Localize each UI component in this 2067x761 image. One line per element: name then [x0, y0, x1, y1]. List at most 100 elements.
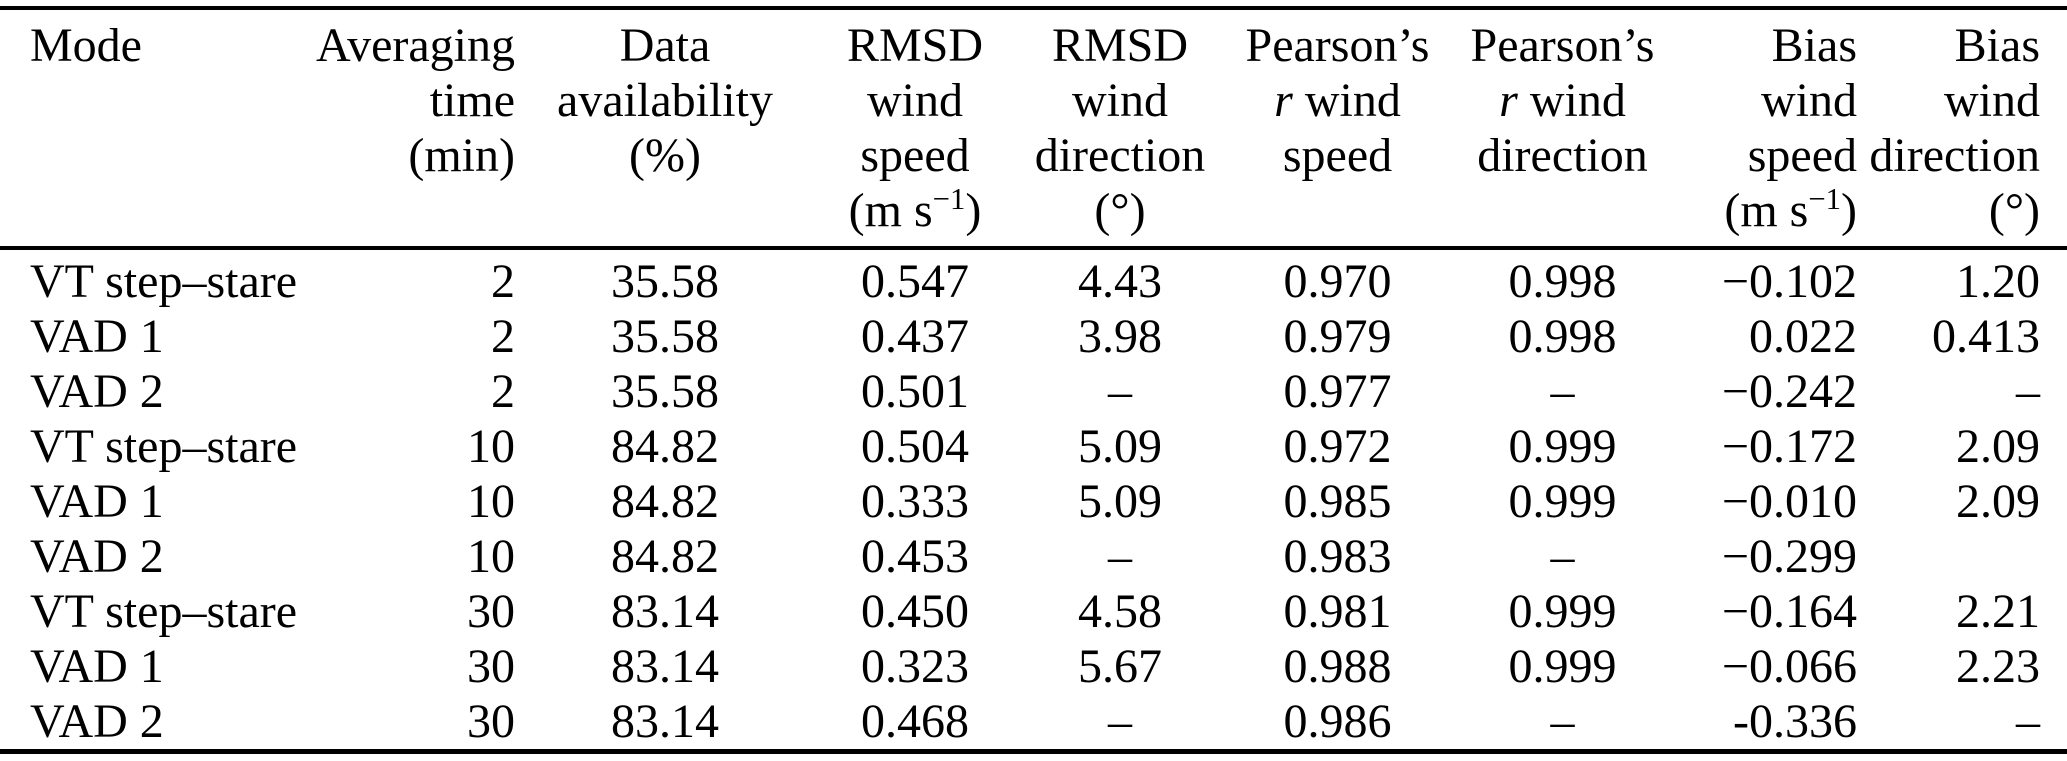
cell-data-availability: 83.14 — [611, 640, 719, 693]
header-line: Pearson’s — [1225, 18, 1450, 73]
cell-averaging-time: 2 — [491, 310, 515, 363]
cell-pearsons-r-wind-speed: 0.977 — [1283, 365, 1392, 418]
header-mode: Mode — [0, 8, 300, 248]
header-text: time — [429, 74, 515, 127]
header-text: wind — [1292, 74, 1401, 127]
header-pearsons-r-wind-speed: Pearson’s r wind speed — [1225, 8, 1450, 248]
header-text: (m s — [848, 184, 933, 237]
cell-pearsons-r-wind-speed: 0.981 — [1283, 585, 1392, 638]
header-text: wind — [1944, 74, 2040, 127]
header-line: availability — [515, 73, 815, 128]
cell-pearsons-r-wind-direction: – — [1550, 695, 1575, 748]
table-row: VAD 1 10 84.82 0.333 5.09 0.985 0.999 −0.010 2.0… — [0, 474, 2067, 529]
cell-rmsd-wind-direction: 4.43 — [1078, 255, 1162, 308]
header-line: speed — [1225, 128, 1450, 183]
header-text: Bias — [1954, 19, 2040, 72]
cell-averaging-time: 10 — [467, 420, 515, 473]
header-line: (m s−1) — [1675, 183, 1857, 238]
cell-bias-wind-direction: 0.413 — [1932, 310, 2040, 363]
cell-bias-wind-direction — [1865, 529, 2067, 584]
table-header: Mode Averaging time (min) Data availability (%… — [0, 8, 2067, 248]
header-line: wind — [1865, 73, 2040, 128]
header-line: RMSD — [815, 18, 1015, 73]
table-row: VAD 1 2 35.58 0.437 3.98 0.979 0.998 0.022 0.413 — [0, 309, 2067, 364]
table-row: VAD 2 2 35.58 0.501 – 0.977 – −0.242 – — [0, 364, 2067, 419]
cell-pearsons-r-wind-direction: 0.998 — [1508, 310, 1617, 363]
cell-rmsd-wind-speed: 0.547 — [861, 255, 969, 308]
table-row: VT step–stare 30 83.14 0.450 4.58 0.981 0.999 −… — [0, 584, 2067, 639]
table-row: VAD 1 30 83.14 0.323 5.67 0.988 0.999 −0.066 2.2… — [0, 639, 2067, 694]
header-text: wind — [867, 74, 963, 127]
cell-bias-wind-speed: −0.299 — [1721, 530, 1857, 583]
header-line: r wind — [1225, 73, 1450, 128]
cell-mode: VAD 1 — [30, 310, 164, 363]
cell-rmsd-wind-speed: 0.468 — [861, 695, 969, 748]
cell-rmsd-wind-direction: 5.09 — [1078, 475, 1162, 528]
header-bias-wind-direction: Bias wind direction (°) — [1865, 8, 2067, 248]
header-text: direction — [1477, 129, 1648, 182]
cell-mode: VT step–stare — [30, 585, 298, 638]
header-text: RMSD — [1051, 19, 1189, 72]
cell-bias-wind-speed: −0.172 — [1721, 420, 1857, 473]
cell-averaging-time: 10 — [467, 530, 515, 583]
cell-pearsons-r-wind-speed: 0.979 — [1283, 310, 1392, 363]
superscript-text: −1 — [932, 182, 966, 217]
cell-bias-wind-speed: −0.102 — [1721, 255, 1857, 308]
header-text: availability — [557, 74, 773, 127]
cell-rmsd-wind-direction: 4.58 — [1078, 585, 1162, 638]
header-text: direction — [1869, 129, 2040, 182]
header-text: speed — [1747, 129, 1857, 182]
cell-mode: VT step–stare — [30, 420, 298, 473]
cell-pearsons-r-wind-speed: 0.972 — [1283, 420, 1392, 473]
header-text: wind — [1761, 74, 1857, 127]
italic-text: r — [1499, 74, 1518, 127]
superscript-text: −1 — [1808, 182, 1842, 217]
cell-data-availability: 84.82 — [611, 475, 719, 528]
cell-mode: VT step–stare — [30, 255, 298, 308]
header-line: Pearson’s — [1450, 18, 1675, 73]
cell-averaging-time: 30 — [467, 695, 515, 748]
header-text: ) — [1841, 184, 1857, 237]
cell-mode: VAD 1 — [30, 640, 164, 693]
header-text: ) — [965, 184, 982, 237]
cell-averaging-time: 2 — [491, 255, 515, 308]
header-text: wind — [1072, 74, 1168, 127]
cell-pearsons-r-wind-direction: 0.999 — [1508, 420, 1617, 473]
header-row: Mode Averaging time (min) Data availability (%… — [0, 8, 2067, 248]
cell-rmsd-wind-direction: 3.98 — [1078, 310, 1162, 363]
cell-pearsons-r-wind-direction: – — [1550, 365, 1575, 418]
header-line: wind — [1675, 73, 1857, 128]
table-row: VT step–stare 10 84.82 0.504 5.09 0.972 0.999 −… — [0, 419, 2067, 474]
cell-data-availability: 35.58 — [611, 310, 719, 363]
cell-rmsd-wind-speed: 0.453 — [861, 530, 969, 583]
cell-rmsd-wind-direction: – — [1108, 695, 1132, 748]
header-text: (min) — [408, 129, 515, 182]
cell-rmsd-wind-direction: 5.67 — [1078, 640, 1162, 693]
cell-bias-wind-direction: 2.21 — [1956, 585, 2040, 638]
header-bias-wind-speed: Bias wind speed (m s−1) — [1675, 8, 1865, 248]
cell-data-availability: 84.82 — [611, 530, 719, 583]
cell-bias-wind-speed: -0.336 — [1733, 695, 1857, 748]
cell-bias-wind-direction: 2.09 — [1956, 420, 2040, 473]
header-line: speed — [1675, 128, 1857, 183]
table-row: VAD 2 10 84.82 0.453 – 0.983 – −0.299 — [0, 529, 2067, 584]
cell-rmsd-wind-speed: 0.333 — [861, 475, 969, 528]
cell-data-availability: 83.14 — [611, 695, 719, 748]
header-data-availability: Data availability (%) — [515, 8, 815, 248]
cell-rmsd-wind-speed: 0.323 — [861, 640, 969, 693]
cell-pearsons-r-wind-speed: 0.988 — [1283, 640, 1392, 693]
cell-bias-wind-speed: −0.242 — [1721, 365, 1857, 418]
header-line: time — [300, 73, 515, 128]
cell-bias-wind-direction: 1.20 — [1956, 255, 2040, 308]
results-table: Mode Averaging time (min) Data availability (%… — [0, 6, 2067, 754]
table-row: VAD 2 30 83.14 0.468 – 0.986 – -0.336 – — [0, 694, 2067, 752]
header-text: direction — [1034, 129, 1206, 182]
cell-rmsd-wind-speed: 0.450 — [861, 585, 969, 638]
header-text: Data — [619, 19, 711, 72]
header-text: RMSD — [846, 19, 984, 72]
cell-mode: VAD 2 — [30, 695, 164, 748]
cell-bias-wind-direction: – — [2016, 695, 2040, 748]
header-line: (min) — [300, 128, 515, 183]
header-text: speed — [1282, 129, 1393, 182]
header-text: wind — [1517, 74, 1626, 127]
